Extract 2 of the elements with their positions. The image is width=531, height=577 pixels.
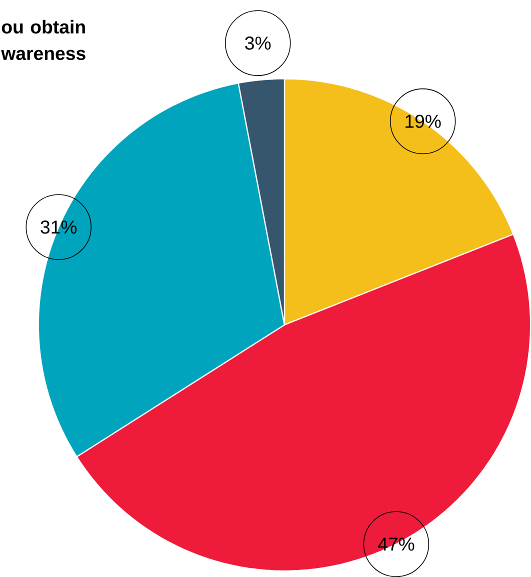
chart-title: ou obtain wareness: [1, 20, 86, 60]
data-label: 3%: [245, 36, 271, 50]
